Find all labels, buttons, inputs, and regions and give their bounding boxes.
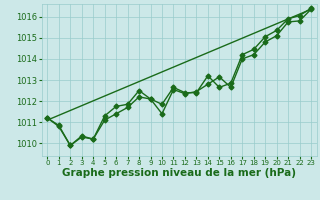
X-axis label: Graphe pression niveau de la mer (hPa): Graphe pression niveau de la mer (hPa) [62, 168, 296, 178]
